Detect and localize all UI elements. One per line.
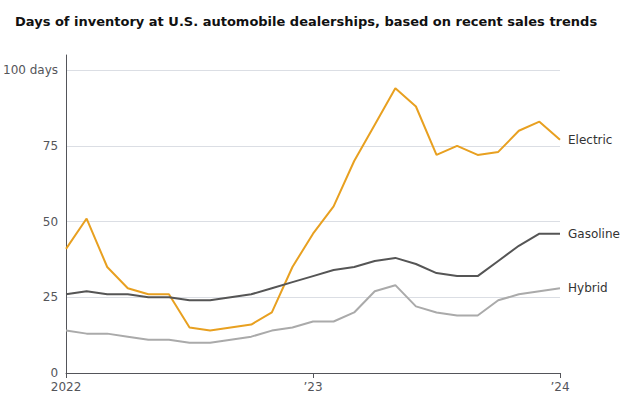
svg-text:Days of inventory at U.S. auto: Days of inventory at U.S. automobile dea… (15, 14, 597, 29)
svg-text:25: 25 (43, 290, 58, 304)
svg-text:75: 75 (43, 139, 58, 153)
svg-text:Hybrid: Hybrid (568, 281, 608, 295)
svg-text:Gasoline: Gasoline (568, 227, 620, 241)
svg-text:’23: ’23 (303, 380, 322, 394)
svg-text:Electric: Electric (568, 133, 612, 147)
svg-text:100 days: 100 days (3, 63, 58, 77)
svg-text:50: 50 (43, 215, 58, 229)
svg-text:0: 0 (50, 366, 58, 380)
svg-text:2022: 2022 (51, 380, 82, 394)
svg-text:’24: ’24 (550, 380, 569, 394)
